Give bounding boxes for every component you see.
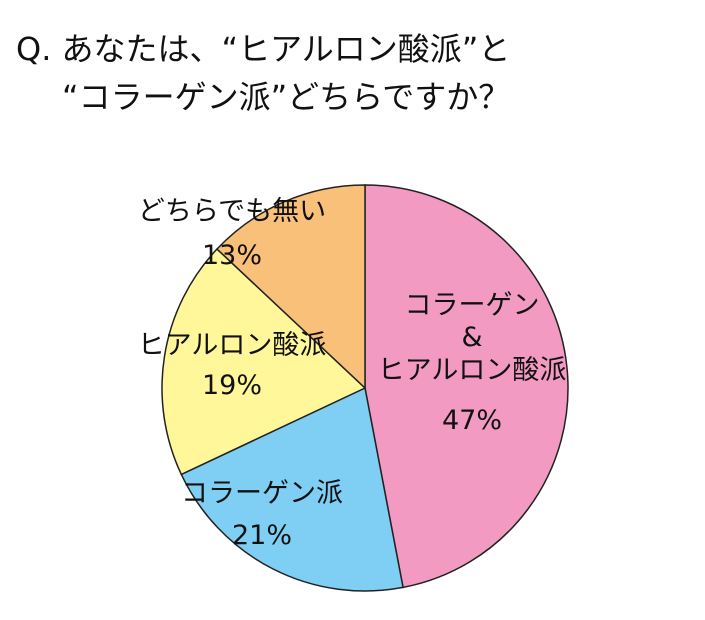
pie-slice — [364, 184, 569, 589]
slice-label: コラーゲン派 — [181, 478, 343, 509]
pie-slice — [161, 247, 367, 476]
pie-slice — [215, 184, 366, 390]
slice-label: コラーゲン & ヒアルロン酸派 — [377, 290, 567, 386]
value-label: 21% — [231, 520, 293, 551]
chart-title: “コラーゲン派”どちらですか？ — [62, 78, 511, 116]
slice-label: ヒアルロン酸派 — [137, 330, 327, 361]
chart-title: Q. あなたは、“ヒアルロン酸派”と — [16, 30, 511, 68]
value-label: 19% — [201, 370, 263, 401]
value-label: 47% — [441, 405, 503, 436]
value-label: 13% — [201, 240, 263, 271]
slice-label: どちらでも無い — [137, 196, 327, 227]
pie-slice — [180, 386, 404, 592]
